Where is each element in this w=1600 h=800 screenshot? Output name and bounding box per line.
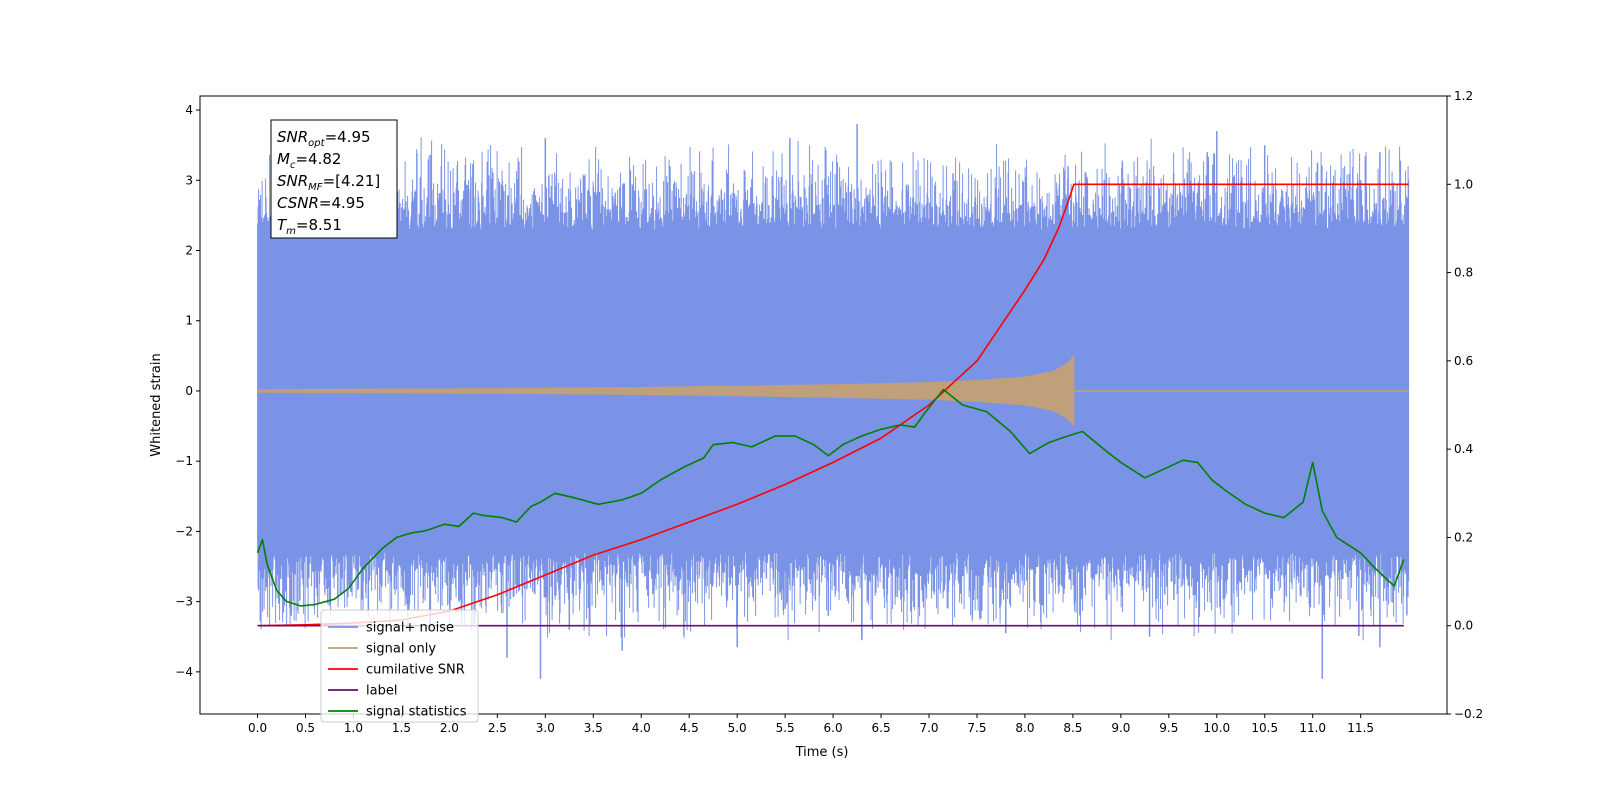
y2-tick-label: −0.2 (1454, 707, 1483, 721)
legend-label: signal statistics (366, 705, 467, 720)
signal-only-layer (257, 354, 1409, 428)
x-tick-label: 11.0 (1299, 721, 1326, 735)
x-tick-label: 1.5 (392, 721, 411, 735)
legend-item-label: label (328, 684, 397, 699)
y2-tick-label: 0.2 (1454, 530, 1473, 544)
y2-tick-label: 1.2 (1454, 89, 1473, 103)
x-tick-label: 10.5 (1251, 721, 1278, 735)
x-tick-label: 7.5 (967, 721, 986, 735)
annotation-line: Mc=4.82 (277, 150, 341, 171)
y-tick-label: 1 (185, 314, 193, 328)
legend-item-signal-only: signal only (328, 642, 436, 657)
legend-item-signal-noise: signal+ noise (328, 621, 454, 636)
y2-tick-label: 1.0 (1454, 177, 1473, 191)
x-tick-label: 2.0 (440, 721, 459, 735)
y-tick-label: −4 (175, 665, 193, 679)
legend: signal+ noise signal only cumilative SNR la… (320, 609, 479, 723)
y-tick-label: 0 (185, 384, 193, 398)
x-tick-label: 5.0 (728, 721, 747, 735)
signal-noise-spikes (290, 124, 1381, 679)
annotation-line: SNRopt=4.95 (277, 128, 371, 149)
y-axis-label: Whitened strain (149, 353, 164, 456)
x-tick-label: 7.0 (919, 721, 938, 735)
annotation-line: SNRMF=[4.21] (277, 172, 380, 193)
legend-label: signal+ noise (366, 621, 454, 636)
y-axis-left: 4 3 2 1 0 −1 −2 −3 −4 (175, 103, 200, 679)
legend-frame (320, 609, 479, 723)
y-axis-right: 1.2 1.0 0.8 0.6 0.4 0.2 0.0 −0.2 (1447, 89, 1483, 721)
y-tick-label: 2 (185, 244, 193, 258)
x-tick-label: 3.0 (536, 721, 555, 735)
y-tick-label: −2 (175, 524, 193, 538)
x-tick-label: 6.0 (824, 721, 843, 735)
x-tick-label: 4.5 (680, 721, 699, 735)
y2-tick-label: 0.6 (1454, 354, 1473, 368)
y-tick-label: 4 (185, 103, 193, 117)
legend-label: cumilative SNR (366, 663, 465, 678)
plot-frame (199, 95, 1448, 715)
x-tick-label: 10.0 (1203, 721, 1230, 735)
signal-statistics-series (256, 388, 1405, 607)
x-axis-label: Time (s) (795, 745, 849, 760)
x-tick-label: 3.5 (584, 721, 603, 735)
x-axis: 0.0 0.5 1.0 1.5 2.0 2.5 3.0 3.5 4.0 4.5 5.0 5.5 6.0 6… (248, 714, 1374, 735)
legend-label: signal only (366, 642, 436, 657)
signal-only-series (257, 354, 1075, 428)
y-tick-label: −1 (175, 454, 193, 468)
x-tick-label: 2.5 (488, 721, 507, 735)
x-tick-label: 1.0 (344, 721, 363, 735)
x-tick-label: 0.0 (248, 721, 267, 735)
annotation-line: Tm=8.51 (277, 216, 342, 237)
annotation-frame (270, 119, 398, 239)
y2-tick-label: 0.8 (1454, 266, 1473, 280)
x-tick-label: 0.5 (296, 721, 315, 735)
y2-tick-label: 0.0 (1454, 619, 1473, 633)
x-tick-label: 5.5 (776, 721, 795, 735)
y-tick-label: −3 (175, 595, 193, 609)
x-tick-label: 9.0 (1111, 721, 1130, 735)
legend-item-cumulative-snr: cumilative SNR (328, 663, 465, 678)
y-tick-label: 3 (185, 173, 193, 187)
x-tick-label: 6.5 (872, 721, 891, 735)
x-tick-label: 8.5 (1063, 721, 1082, 735)
y2-tick-label: 0.4 (1454, 442, 1473, 456)
x-tick-label: 9.5 (1159, 721, 1178, 735)
x-tick-label: 8.0 (1015, 721, 1034, 735)
legend-item-signal-statistics: signal statistics (328, 705, 467, 720)
legend-label: label (366, 684, 397, 699)
x-tick-label: 4.0 (632, 721, 651, 735)
x-tick-label: 11.5 (1347, 721, 1374, 735)
annotation-line: CSNR=4.95 (277, 194, 365, 212)
